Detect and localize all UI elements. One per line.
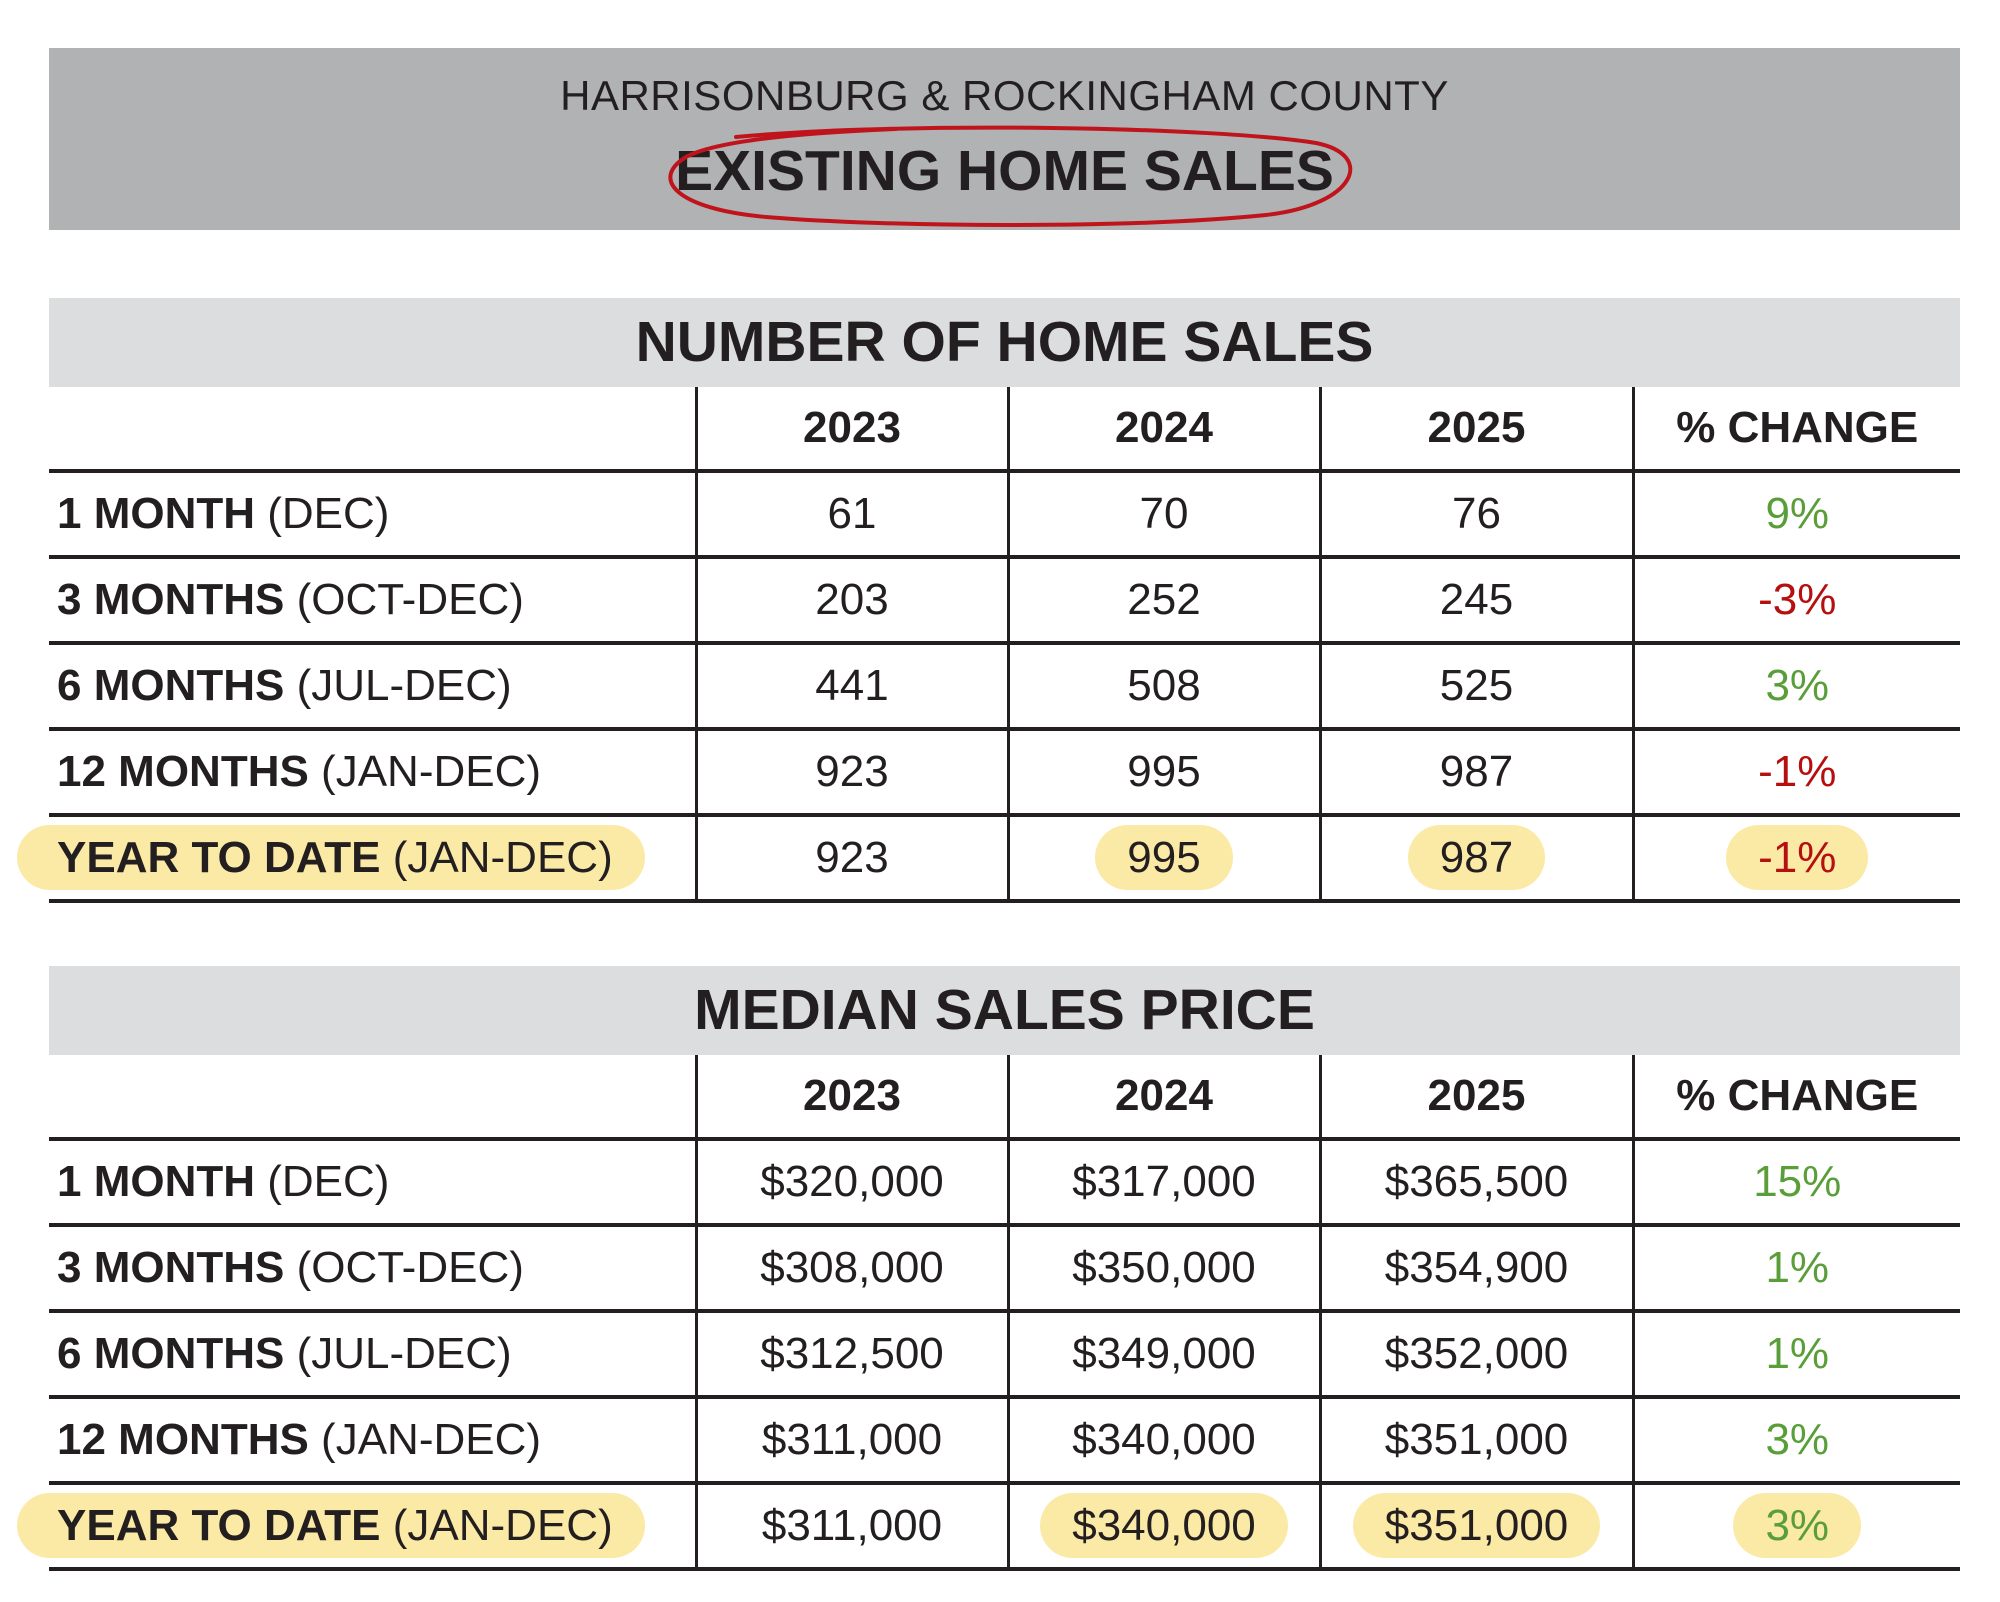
- cell-2024: $349,000: [1006, 1311, 1320, 1399]
- cell-2023: 203: [694, 557, 1008, 645]
- report-title: EXISTING HOME SALES: [675, 139, 1334, 203]
- column-header: 2023: [694, 1055, 1008, 1141]
- cell-2025: 987: [1318, 815, 1633, 903]
- cell-change: -1%: [1631, 729, 1960, 817]
- highlight-mark: -1%: [1758, 833, 1837, 882]
- table-row: 12 MONTHS (JAN-DEC) $311,000 $340,000 $3…: [49, 1397, 1960, 1485]
- row-label: YEAR TO DATE (JAN-DEC): [49, 815, 696, 903]
- empty-header-cell: [49, 1055, 696, 1141]
- highlight-mark: YEAR TO DATE (JAN-DEC): [57, 833, 613, 882]
- cell-change: 15%: [1631, 1139, 1960, 1227]
- price-table: 2023 2024 2025 % CHANGE 1 MONTH (DEC) $3…: [49, 1055, 1960, 1571]
- cell-2025: $352,000: [1318, 1311, 1633, 1399]
- table-row: 6 MONTHS (JUL-DEC) 441 508 525 3%: [49, 643, 1960, 731]
- cell-change: -3%: [1631, 557, 1960, 645]
- column-header: 2024: [1006, 1055, 1320, 1141]
- highlight-mark: $351,000: [1384, 1501, 1569, 1550]
- highlight-mark: 995: [1127, 833, 1201, 882]
- cell-2023: $311,000: [694, 1397, 1008, 1485]
- cell-change: 3%: [1631, 1483, 1960, 1571]
- cell-2023: $320,000: [694, 1139, 1008, 1227]
- column-header: 2024: [1006, 387, 1320, 473]
- report-subtitle: HARRISONBURG & ROCKINGHAM COUNTY: [560, 72, 1449, 119]
- highlight-mark: 987: [1439, 833, 1514, 882]
- cell-2023: 61: [694, 471, 1008, 559]
- column-header: 2025: [1318, 387, 1633, 473]
- cell-2023: $312,500: [694, 1311, 1008, 1399]
- price-section-title: MEDIAN SALES PRICE: [49, 966, 1960, 1055]
- hand-drawn-circle-annotation: [668, 125, 1353, 227]
- highlight-mark: YEAR TO DATE (JAN-DEC): [57, 1501, 613, 1550]
- row-label: 3 MONTHS (OCT-DEC): [49, 1225, 696, 1313]
- column-header: 2023: [694, 387, 1008, 473]
- cell-2025: 245: [1318, 557, 1633, 645]
- table-header-row: 2023 2024 2025 % CHANGE: [49, 1055, 1960, 1141]
- cell-2024: 252: [1006, 557, 1320, 645]
- cell-change: 3%: [1631, 643, 1960, 731]
- cell-2023: $308,000: [694, 1225, 1008, 1313]
- row-label: 6 MONTHS (JUL-DEC): [49, 1311, 696, 1399]
- table-row: 12 MONTHS (JAN-DEC) 923 995 987 -1%: [49, 729, 1960, 817]
- cell-2025: 76: [1318, 471, 1633, 559]
- table-row: 3 MONTHS (OCT-DEC) 203 252 245 -3%: [49, 557, 1960, 645]
- cell-2023: 923: [694, 729, 1008, 817]
- report-header: HARRISONBURG & ROCKINGHAM COUNTY EXISTIN…: [49, 48, 1960, 230]
- cell-2024: 995: [1006, 729, 1320, 817]
- cell-change: 3%: [1631, 1397, 1960, 1485]
- row-label: YEAR TO DATE (JAN-DEC): [49, 1483, 696, 1571]
- cell-2024: 995: [1006, 815, 1320, 903]
- column-header: 2025: [1318, 1055, 1633, 1141]
- row-label: 1 MONTH (DEC): [49, 471, 696, 559]
- cell-2024: $317,000: [1006, 1139, 1320, 1227]
- sales-section-title: NUMBER OF HOME SALES: [49, 298, 1960, 387]
- table-row: 1 MONTH (DEC) $320,000 $317,000 $365,500…: [49, 1139, 1960, 1227]
- row-label: 12 MONTHS (JAN-DEC): [49, 1397, 696, 1485]
- highlight-mark: $340,000: [1072, 1501, 1256, 1550]
- cell-change: 9%: [1631, 471, 1960, 559]
- cell-2023: 441: [694, 643, 1008, 731]
- table-row-highlighted: YEAR TO DATE (JAN-DEC) 923 995 987 -1%: [49, 815, 1960, 903]
- cell-2025: $365,500: [1318, 1139, 1633, 1227]
- empty-header-cell: [49, 387, 696, 473]
- table-row: 1 MONTH (DEC) 61 70 76 9%: [49, 471, 1960, 559]
- column-header: % CHANGE: [1631, 1055, 1960, 1141]
- cell-change: 1%: [1631, 1225, 1960, 1313]
- cell-2025: $351,000: [1318, 1397, 1633, 1485]
- row-label: 12 MONTHS (JAN-DEC): [49, 729, 696, 817]
- cell-2023: 923: [694, 815, 1008, 903]
- cell-2025: $354,900: [1318, 1225, 1633, 1313]
- table-row: 6 MONTHS (JUL-DEC) $312,500 $349,000 $35…: [49, 1311, 1960, 1399]
- cell-2024: 508: [1006, 643, 1320, 731]
- row-label: 3 MONTHS (OCT-DEC): [49, 557, 696, 645]
- cell-change: 1%: [1631, 1311, 1960, 1399]
- cell-2025: $351,000: [1318, 1483, 1633, 1571]
- cell-2024: $340,000: [1006, 1483, 1320, 1571]
- cell-2024: $350,000: [1006, 1225, 1320, 1313]
- table-row-highlighted: YEAR TO DATE (JAN-DEC) $311,000 $340,000…: [49, 1483, 1960, 1571]
- table-header-row: 2023 2024 2025 % CHANGE: [49, 387, 1960, 473]
- column-header: % CHANGE: [1631, 387, 1960, 473]
- row-label: 1 MONTH (DEC): [49, 1139, 696, 1227]
- highlight-mark: 3%: [1765, 1501, 1830, 1550]
- row-label: 6 MONTHS (JUL-DEC): [49, 643, 696, 731]
- cell-2023: $311,000: [694, 1483, 1008, 1571]
- cell-change: -1%: [1631, 815, 1960, 903]
- sales-table: 2023 2024 2025 % CHANGE 1 MONTH (DEC) 61…: [49, 387, 1960, 903]
- table-row: 3 MONTHS (OCT-DEC) $308,000 $350,000 $35…: [49, 1225, 1960, 1313]
- cell-2024: $340,000: [1006, 1397, 1320, 1485]
- cell-2025: 525: [1318, 643, 1633, 731]
- cell-2024: 70: [1006, 471, 1320, 559]
- cell-2025: 987: [1318, 729, 1633, 817]
